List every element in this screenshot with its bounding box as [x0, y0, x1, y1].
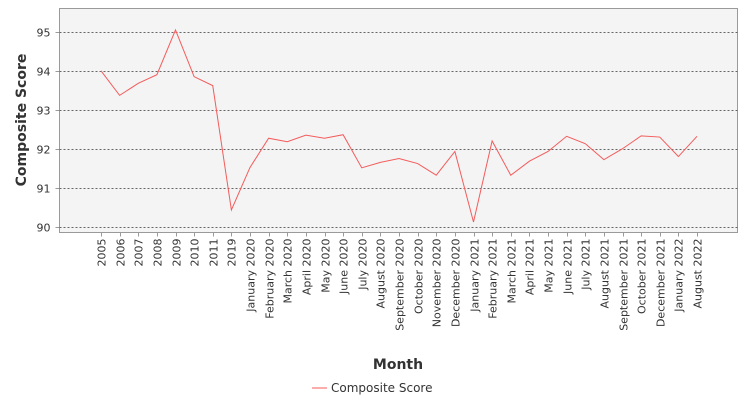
grid-lines [59, 32, 738, 228]
x-tick-label: November 2020 [431, 239, 444, 328]
x-tick-label: April 2020 [301, 239, 314, 296]
series-line-composite-score [100, 28, 698, 223]
x-axis-title: Month [373, 357, 423, 373]
plot-background [59, 8, 738, 233]
x-tick-label: June 2020 [338, 239, 351, 295]
y-tick-label: 90 [37, 222, 51, 235]
x-tick-label: April 2021 [524, 239, 537, 296]
x-tick-label: 2006 [115, 239, 128, 267]
x-tick-label: July 2020 [357, 239, 370, 291]
legend-label-composite-score: Composite Score [331, 381, 432, 395]
x-tick-label: June 2021 [562, 239, 575, 295]
y-axis-title: Composite Score [14, 54, 30, 187]
y-axis: 90 91 92 93 94 95 [37, 27, 60, 235]
x-tick-label: January 2022 [673, 239, 686, 313]
x-tick-label: March 2021 [506, 239, 519, 304]
x-tick-label: August 2020 [375, 239, 388, 309]
x-tick-label: 2010 [189, 239, 202, 267]
x-tick-label: October 2021 [636, 239, 649, 315]
x-tick-label: December 2020 [450, 239, 463, 328]
x-tick-label: 2007 [133, 239, 146, 267]
y-tick-label: 94 [37, 66, 51, 79]
x-tick-label: May 2021 [543, 239, 556, 293]
x-tick-label: August 2022 [692, 239, 705, 309]
y-tick-label: 93 [37, 105, 51, 118]
x-tick-label: January 2021 [469, 239, 482, 313]
y-tick-label: 92 [37, 144, 51, 157]
x-axis: 2005 2006 2007 2008 2009 2010 2011 2019 January … [96, 232, 705, 331]
x-tick-label: 2005 [96, 239, 109, 267]
x-tick-label: 2011 [208, 239, 221, 267]
x-tick-label: October 2020 [413, 239, 426, 315]
x-tick-label: 2008 [152, 239, 165, 267]
y-tick-label: 95 [37, 27, 51, 40]
x-tick-label: August 2021 [599, 239, 612, 309]
x-tick-label: September 2021 [618, 239, 631, 331]
x-tick-label: March 2020 [282, 239, 295, 304]
x-tick-label: July 2021 [580, 239, 593, 291]
y-tick-label: 91 [37, 183, 51, 196]
legend: Composite Score [312, 381, 432, 395]
x-tick-label: September 2020 [394, 239, 407, 331]
x-tick-label: January 2020 [245, 239, 258, 313]
x-tick-label: February 2020 [264, 238, 277, 318]
x-tick-label: December 2021 [655, 239, 668, 328]
x-tick-label: 2019 [226, 239, 239, 267]
x-tick-label: May 2020 [320, 239, 333, 293]
x-tick-label: February 2021 [487, 239, 500, 319]
x-tick-label: 2009 [171, 239, 184, 267]
